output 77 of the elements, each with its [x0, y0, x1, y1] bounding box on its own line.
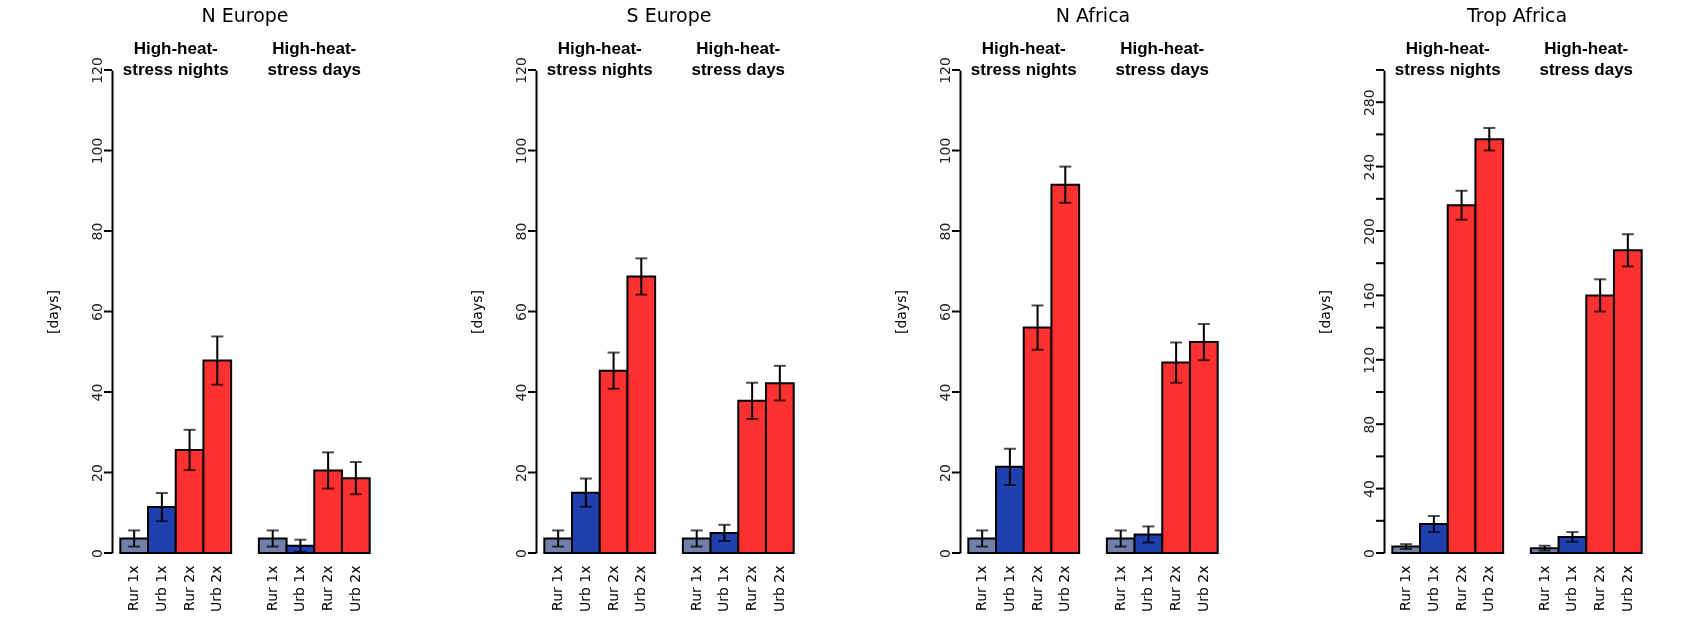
y-tick-label: 120	[88, 57, 105, 84]
x-tick-label: Urb 1x	[291, 565, 308, 613]
x-tick-label: Urb 2x	[1056, 565, 1073, 613]
annotation: High-heat-stress days	[690, 38, 787, 80]
y-axis-title: [days]	[468, 290, 485, 334]
y-tick-label: 40	[1360, 480, 1377, 499]
annotation: High-heat-stress nights	[1393, 38, 1502, 80]
y-tick-label: 80	[1360, 415, 1377, 434]
y-tick-label: 280	[1360, 89, 1377, 117]
chart-title: N Africa	[1055, 4, 1131, 26]
y-tick-label: 20	[88, 464, 105, 482]
annotation: High-heat-stress nights	[545, 38, 654, 80]
y-tick-label: 0	[88, 549, 105, 558]
y-tick-label: 100	[88, 137, 105, 165]
y-tick-label: 20	[512, 464, 529, 482]
x-tick-label: Urb 1x	[1563, 565, 1580, 613]
x-tick-label: Rur 1x	[549, 565, 566, 611]
y-tick-label: 80	[512, 222, 529, 241]
x-tick-label: Rur 2x	[1167, 565, 1184, 611]
y-tick-label: 60	[512, 303, 529, 321]
y-axis-title: [days]	[892, 290, 909, 334]
annotation: High-heat-stress nights	[969, 38, 1078, 80]
x-tick-label: Rur 2x	[1591, 565, 1608, 611]
y-tick-label: 120	[936, 57, 953, 84]
y-tick-label: 40	[512, 383, 529, 402]
x-tick-label: Rur 1x	[263, 565, 280, 611]
y-tick-label: 60	[88, 303, 105, 321]
y-tick-label: 100	[512, 137, 529, 165]
x-tick-label: Rur 2x	[1452, 565, 1469, 611]
x-tick-label: Rur 2x	[1028, 565, 1045, 611]
x-tick-label: Urb 1x	[576, 565, 593, 613]
x-tick-label: Urb 2x	[346, 565, 363, 613]
y-tick-label: 20	[936, 464, 953, 482]
x-tick-label: Urb 2x	[208, 565, 225, 613]
x-tick-label: Urb 2x	[770, 565, 787, 613]
x-tick-label: Rur 2x	[743, 565, 760, 611]
x-tick-label: Rur 2x	[180, 565, 197, 611]
y-tick-label: 100	[936, 137, 953, 165]
x-tick-label: Rur 1x	[973, 565, 990, 611]
x-tick-label: Rur 1x	[1535, 565, 1552, 611]
annotation: High-heat-stress days	[1114, 38, 1211, 80]
y-tick-label: 80	[936, 222, 953, 241]
x-tick-label: Urb 1x	[715, 565, 732, 613]
x-tick-label: Urb 2x	[1618, 565, 1635, 613]
y-axis-title: [days]	[1316, 290, 1333, 334]
y-tick-label: 60	[936, 303, 953, 321]
x-tick-label: Urb 2x	[1480, 565, 1497, 613]
x-tick-label: Rur 1x	[1397, 565, 1414, 611]
annotation: High-heat-stress days	[266, 38, 363, 80]
x-tick-label: Urb 1x	[1000, 565, 1017, 613]
annotation: High-heat-stress days	[1538, 38, 1635, 80]
x-tick-label: Urb 1x	[1139, 565, 1156, 613]
y-tick-label: 200	[1360, 218, 1377, 245]
x-tick-label: Rur 1x	[687, 565, 704, 611]
x-tick-label: Urb 1x	[1424, 565, 1441, 613]
x-tick-label: Rur 1x	[1111, 565, 1128, 611]
x-tick-label: Rur 2x	[319, 565, 336, 611]
x-tick-label: Rur 2x	[604, 565, 621, 611]
y-tick-label: 80	[88, 222, 105, 241]
y-tick-label: 120	[512, 57, 529, 84]
annotation: High-heat-stress nights	[121, 38, 230, 80]
y-tick-label: 0	[1360, 549, 1377, 558]
y-tick-label: 120	[1360, 346, 1377, 374]
x-tick-label: Urb 2x	[632, 565, 649, 613]
y-tick-label: 0	[936, 549, 953, 558]
y-tick-label: 0	[512, 549, 529, 558]
x-tick-label: Rur 1x	[125, 565, 142, 611]
y-axis-title: [days]	[44, 290, 61, 334]
y-tick-label: 40	[936, 383, 953, 402]
x-tick-label: Urb 2x	[1194, 565, 1211, 613]
y-tick-label: 160	[1360, 282, 1377, 310]
chart-title: S Europe	[626, 4, 712, 26]
chart-title: Trop Africa	[1466, 4, 1568, 26]
chart-title: N Europe	[201, 4, 289, 26]
y-tick-label: 240	[1360, 153, 1377, 181]
y-tick-label: 40	[88, 383, 105, 402]
x-tick-label: Urb 1x	[152, 565, 169, 613]
